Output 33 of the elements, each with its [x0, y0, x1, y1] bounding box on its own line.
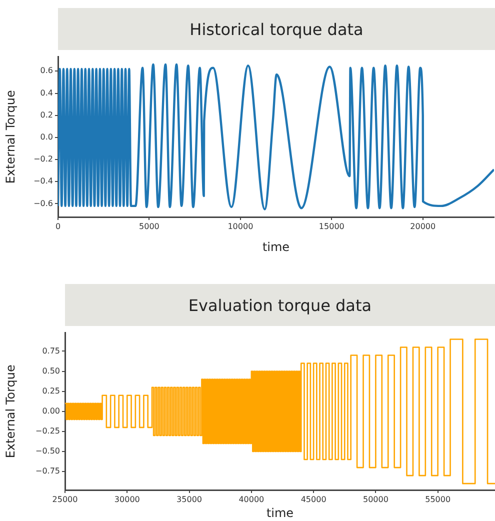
- y-tick-label: 0.0: [40, 132, 53, 142]
- y-tick-label: 0.25: [42, 386, 60, 396]
- x-tick-label: 40000: [238, 494, 264, 504]
- y-tick-label: 0.00: [42, 406, 60, 416]
- y-tick-label: 0.6: [40, 66, 53, 76]
- x-tick-label: 20000: [410, 222, 436, 231]
- chart-title: Historical torque data: [58, 8, 495, 50]
- y-axis-title: External Torque: [3, 90, 18, 184]
- y-tick-label: 0.75: [42, 346, 60, 356]
- y-tick-label: 0.4: [40, 88, 53, 98]
- x-tick-label: 0: [55, 222, 61, 231]
- y-axis-title: External Torque: [3, 364, 18, 458]
- x-tick-label: 50000: [362, 494, 388, 504]
- x-tick-label: 35000: [176, 494, 202, 504]
- y-tick-label: −0.6: [34, 198, 53, 208]
- chart-title: Evaluation torque data: [65, 284, 495, 326]
- x-tick-label: 5000: [139, 222, 160, 231]
- x-axis-title: time: [266, 506, 294, 520]
- y-tick-label: 0.50: [42, 366, 60, 376]
- y-tick-label: −0.25: [35, 426, 60, 436]
- x-tick-label: 55000: [425, 494, 451, 504]
- x-tick-label: 30000: [114, 494, 140, 504]
- line-series: [58, 63, 494, 210]
- y-tick-label: −0.2: [34, 154, 53, 164]
- y-tick-label: −0.50: [35, 446, 60, 456]
- x-tick-label: 45000: [300, 494, 326, 504]
- x-tick-label: 25000: [52, 494, 78, 504]
- x-tick-label: 15000: [318, 222, 344, 231]
- x-axis-title: time: [262, 240, 290, 254]
- y-tick-label: −0.4: [34, 176, 53, 186]
- x-tick-label: 10000: [228, 222, 254, 231]
- y-tick-label: 0.2: [40, 110, 53, 120]
- y-tick-label: −0.75: [35, 466, 60, 476]
